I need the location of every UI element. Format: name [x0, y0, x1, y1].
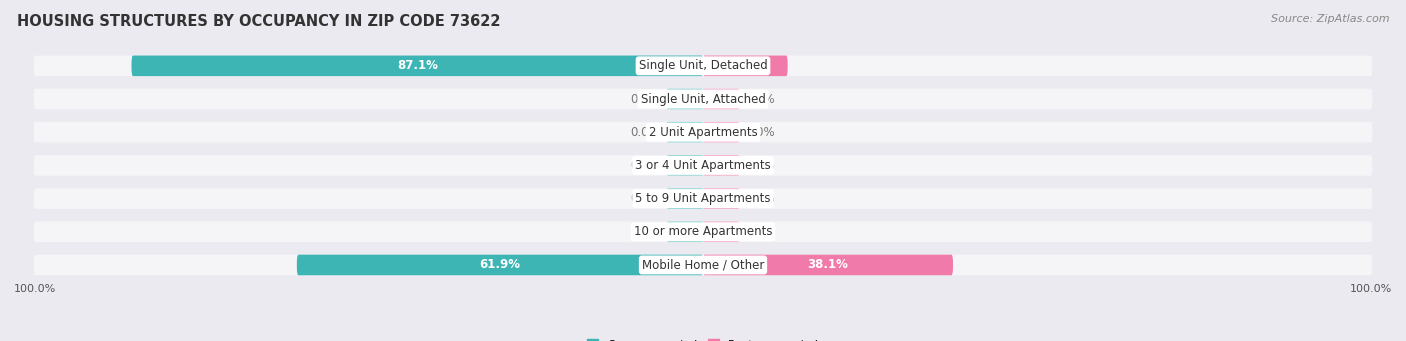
FancyBboxPatch shape [666, 188, 703, 209]
Text: 38.1%: 38.1% [807, 258, 848, 271]
Text: 0.0%: 0.0% [745, 126, 775, 139]
Text: 0.0%: 0.0% [631, 225, 661, 238]
FancyBboxPatch shape [703, 89, 740, 109]
FancyBboxPatch shape [703, 122, 740, 143]
FancyBboxPatch shape [132, 56, 703, 76]
Text: Source: ZipAtlas.com: Source: ZipAtlas.com [1271, 14, 1389, 24]
Text: 61.9%: 61.9% [479, 258, 520, 271]
Text: 87.1%: 87.1% [396, 59, 437, 72]
Text: 100.0%: 100.0% [1350, 284, 1392, 294]
Text: 5 to 9 Unit Apartments: 5 to 9 Unit Apartments [636, 192, 770, 205]
FancyBboxPatch shape [34, 221, 1372, 242]
Text: 0.0%: 0.0% [631, 126, 661, 139]
FancyBboxPatch shape [703, 255, 953, 275]
FancyBboxPatch shape [703, 188, 740, 209]
FancyBboxPatch shape [34, 122, 1372, 143]
FancyBboxPatch shape [297, 255, 703, 275]
Text: 0.0%: 0.0% [631, 192, 661, 205]
FancyBboxPatch shape [703, 221, 740, 242]
FancyBboxPatch shape [666, 122, 703, 143]
Text: 0.0%: 0.0% [745, 225, 775, 238]
FancyBboxPatch shape [34, 188, 1372, 209]
Text: Single Unit, Attached: Single Unit, Attached [641, 92, 765, 105]
Text: 10 or more Apartments: 10 or more Apartments [634, 225, 772, 238]
Text: 3 or 4 Unit Apartments: 3 or 4 Unit Apartments [636, 159, 770, 172]
FancyBboxPatch shape [34, 255, 1372, 275]
Text: HOUSING STRUCTURES BY OCCUPANCY IN ZIP CODE 73622: HOUSING STRUCTURES BY OCCUPANCY IN ZIP C… [17, 14, 501, 29]
FancyBboxPatch shape [666, 155, 703, 176]
Text: 0.0%: 0.0% [631, 92, 661, 105]
FancyBboxPatch shape [34, 56, 1372, 76]
FancyBboxPatch shape [703, 56, 787, 76]
FancyBboxPatch shape [34, 89, 1372, 109]
FancyBboxPatch shape [666, 89, 703, 109]
Text: 0.0%: 0.0% [745, 159, 775, 172]
Text: 100.0%: 100.0% [14, 284, 56, 294]
Text: 12.9%: 12.9% [725, 59, 766, 72]
Text: 0.0%: 0.0% [631, 159, 661, 172]
FancyBboxPatch shape [34, 155, 1372, 176]
Text: 2 Unit Apartments: 2 Unit Apartments [648, 126, 758, 139]
Text: Single Unit, Detached: Single Unit, Detached [638, 59, 768, 72]
FancyBboxPatch shape [666, 221, 703, 242]
Legend: Owner-occupied, Renter-occupied: Owner-occupied, Renter-occupied [582, 335, 824, 341]
Text: 0.0%: 0.0% [745, 92, 775, 105]
FancyBboxPatch shape [703, 155, 740, 176]
Text: Mobile Home / Other: Mobile Home / Other [641, 258, 765, 271]
Text: 0.0%: 0.0% [745, 192, 775, 205]
